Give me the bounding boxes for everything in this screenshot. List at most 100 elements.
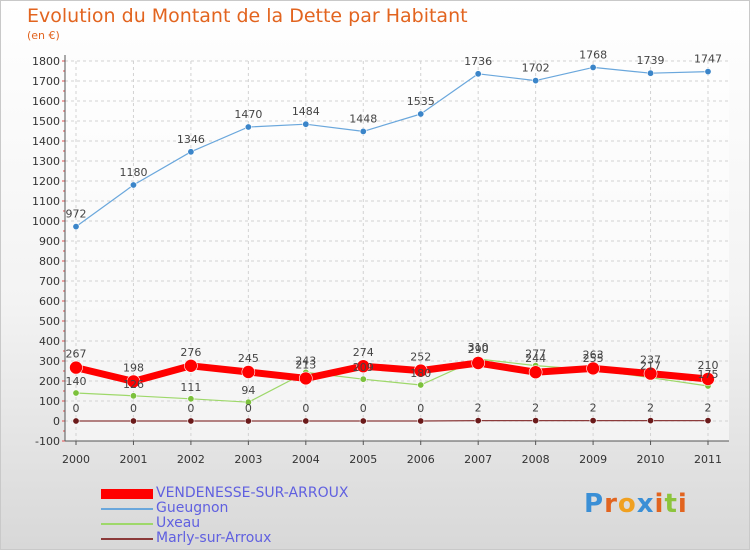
data-point: [129, 417, 137, 425]
y-tick-label: 300: [39, 355, 60, 368]
data-label: 0: [417, 402, 424, 415]
data-label: 209: [353, 361, 374, 374]
y-tick-label: 1400: [32, 135, 60, 148]
data-point: [187, 417, 195, 425]
data-label: 1535: [407, 95, 435, 108]
logo-letter: x: [636, 489, 655, 519]
data-label: 1484: [292, 105, 320, 118]
y-tick-label: 500: [39, 315, 60, 328]
data-point: [187, 395, 195, 403]
logo-letter: P: [584, 489, 605, 519]
data-point: [704, 417, 712, 425]
series-gueugnon: [72, 63, 712, 231]
data-point: [417, 381, 425, 389]
series-line: [75, 66, 709, 228]
logo-letter: i: [654, 489, 665, 519]
data-point: [129, 181, 137, 189]
y-tick-label: 0: [53, 415, 60, 428]
data-label: 243: [295, 354, 316, 367]
logo-letter: i: [677, 489, 688, 519]
legend-label: Gueugnon: [156, 500, 229, 516]
data-label: 276: [180, 346, 201, 359]
data-label: 290: [468, 343, 489, 356]
y-tick-label: 400: [39, 335, 60, 348]
legend-swatch: [101, 489, 153, 499]
data-point: [359, 417, 367, 425]
y-tick-label: 1300: [32, 155, 60, 168]
data-point: [528, 365, 543, 380]
data-point: [187, 148, 195, 156]
y-tick-label: 800: [39, 255, 60, 268]
data-label: 1747: [694, 53, 722, 66]
x-tick-label: 2011: [694, 453, 722, 466]
chart-unit: (en €): [27, 29, 60, 42]
data-label: 0: [302, 402, 309, 415]
x-tick-label: 2003: [234, 453, 262, 466]
logo-letter: o: [617, 489, 637, 519]
data-point: [471, 356, 485, 370]
data-label: 213: [295, 358, 316, 371]
data-label: 1739: [637, 54, 665, 67]
data-label: 2: [532, 402, 539, 415]
data-label: 175: [698, 368, 719, 381]
data-point: [241, 365, 256, 379]
data-point: [126, 374, 141, 389]
data-point: [586, 361, 600, 376]
x-tick-label: 2010: [637, 453, 665, 466]
data-label: 1346: [177, 133, 205, 146]
data-label: 1180: [119, 166, 147, 179]
x-tick-label: 2002: [177, 453, 205, 466]
plot-area: [65, 61, 729, 441]
y-tick-label: 900: [39, 235, 60, 248]
data-label: 0: [245, 402, 252, 415]
y-tick-label: 100: [39, 395, 60, 408]
data-label: 2: [590, 402, 597, 415]
y-tick-label: 600: [39, 295, 60, 308]
data-point: [704, 68, 712, 76]
data-point: [244, 417, 252, 425]
data-label: 2: [705, 402, 712, 415]
data-label: 245: [238, 352, 259, 365]
data-label: 0: [130, 402, 137, 415]
data-point: [359, 127, 367, 135]
y-tick-label: -100: [35, 435, 60, 448]
chart-title: Evolution du Montant de la Dette par Hab…: [27, 5, 468, 27]
data-point: [302, 417, 310, 425]
data-label: 198: [123, 361, 144, 374]
data-point: [244, 123, 252, 131]
x-tick-label: 2006: [407, 453, 435, 466]
data-point: [359, 375, 367, 383]
data-label: 217: [640, 360, 661, 373]
legend-swatch: [101, 523, 153, 525]
data-point: [647, 417, 655, 425]
data-point: [532, 77, 540, 85]
data-label: 210: [698, 359, 719, 372]
legend-label: VENDENESSE-SUR-ARROUX: [156, 485, 349, 501]
y-tick-label: 1500: [32, 115, 60, 128]
data-label: 0: [73, 402, 80, 415]
legend-label: Uxeau: [156, 515, 201, 531]
y-tick-label: 1800: [32, 55, 60, 68]
y-tick-label: 1200: [32, 175, 60, 188]
data-point: [647, 69, 655, 77]
data-point: [356, 359, 371, 374]
data-label: 1768: [579, 48, 607, 61]
data-point: [72, 389, 80, 397]
data-point: [589, 63, 597, 71]
data-label: 244: [525, 352, 546, 365]
y-tick-label: 1600: [32, 95, 60, 108]
y-tick-label: 200: [39, 375, 60, 388]
series-line: [75, 359, 709, 385]
data-label: 140: [66, 375, 87, 388]
x-tick-label: 2005: [349, 453, 377, 466]
y-tick-label: 1100: [32, 195, 60, 208]
data-label: 274: [353, 346, 374, 359]
data-label: 263: [583, 348, 604, 361]
proxiti-logo: Proxiti: [584, 489, 688, 519]
x-tick-label: 2000: [62, 453, 90, 466]
data-label: 0: [187, 402, 194, 415]
data-label: 0: [360, 402, 367, 415]
x-tick-label: 2004: [292, 453, 320, 466]
